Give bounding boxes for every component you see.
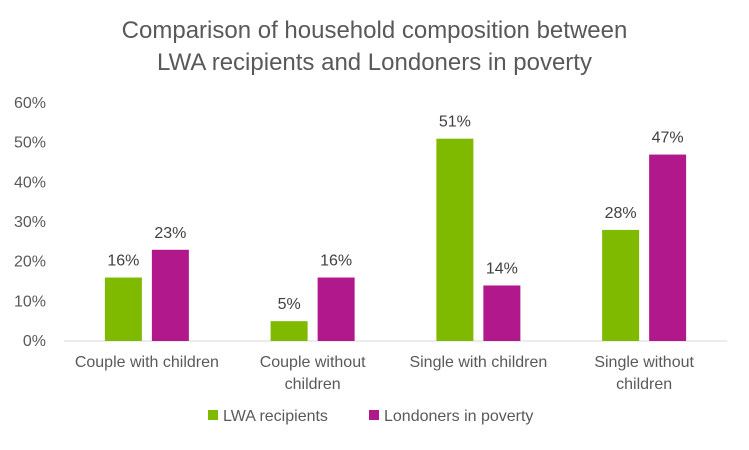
data-label: 5%: [278, 296, 301, 313]
data-label: 28%: [605, 205, 637, 222]
legend-swatch-2: [369, 410, 379, 420]
chart-title-line-2: LWA recipients and Londoners in poverty: [157, 49, 592, 76]
bar-poverty-4: [649, 154, 687, 341]
data-label: 51%: [439, 114, 471, 131]
bar-poverty-2: [317, 277, 355, 341]
bar-lwa-4: [602, 229, 640, 341]
bar-lwa-3: [436, 138, 474, 341]
legend-label-2: Londoners in poverty: [384, 408, 533, 425]
x-category-label: Couple without: [260, 354, 366, 371]
y-tick-label: 30%: [14, 214, 46, 231]
y-tick-label: 60%: [14, 95, 46, 112]
legend-label-1: LWA recipients: [223, 408, 328, 425]
data-label: 47%: [652, 130, 684, 147]
x-category-label: Couple with children: [75, 354, 219, 371]
y-tick-label: 40%: [14, 174, 46, 191]
legend-swatch-1: [208, 410, 218, 420]
y-tick-label: 10%: [14, 293, 46, 310]
bar-poverty-1: [151, 249, 189, 341]
y-tick-label: 0%: [23, 333, 46, 350]
y-tick-label: 50%: [14, 135, 46, 152]
x-category-label: Single with children: [409, 354, 547, 371]
x-category-label: Single without: [594, 354, 694, 371]
bar-poverty-3: [483, 285, 521, 341]
bar-lwa-2: [270, 321, 308, 341]
bar-lwa-1: [104, 277, 142, 341]
x-category-label: children: [616, 376, 672, 393]
chart-title-line-1: Comparison of household composition betw…: [122, 17, 628, 44]
data-label: 23%: [154, 225, 186, 242]
data-label: 16%: [107, 253, 139, 270]
y-tick-label: 20%: [14, 254, 46, 271]
data-label: 14%: [486, 260, 518, 277]
data-label: 16%: [320, 253, 352, 270]
x-category-label: children: [285, 376, 341, 393]
